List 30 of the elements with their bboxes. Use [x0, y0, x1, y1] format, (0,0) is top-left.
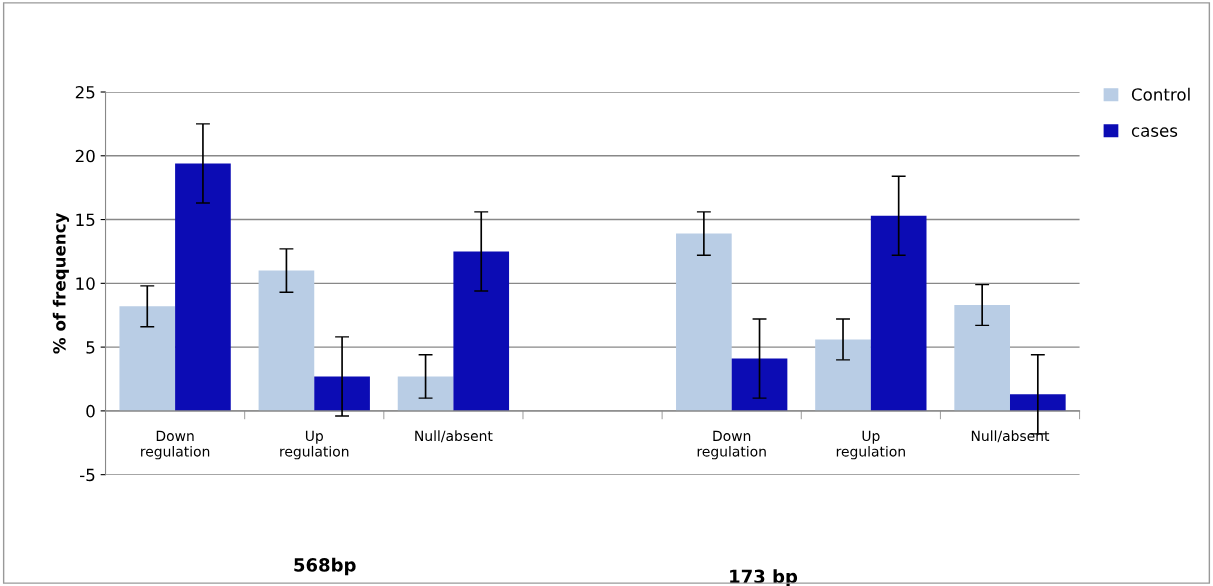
bar — [119, 306, 176, 411]
y-tick-label: 0 — [86, 404, 95, 418]
x-tick-label: Up regulation — [280, 430, 349, 460]
legend-label: Control — [1131, 87, 1190, 101]
y-tick-label: 25 — [75, 85, 95, 99]
bar — [314, 376, 370, 411]
bar — [731, 358, 788, 411]
y-axis-title: % of frequency — [52, 212, 70, 354]
text: 568bp — [294, 557, 356, 576]
bar — [676, 233, 732, 411]
y-tick-label: -5 — [80, 468, 95, 482]
bar — [815, 339, 871, 411]
bar — [397, 376, 454, 411]
x-tick-label: Up regulation — [836, 430, 905, 460]
x-tick-label: Null/absent — [415, 430, 493, 443]
y-tick-label: 5 — [86, 341, 95, 354]
text: 173 bp — [730, 569, 798, 586]
legend-label: cases — [1131, 127, 1178, 137]
x-tick-label: Null/absent — [971, 430, 1050, 443]
y-tick-label: 20 — [75, 149, 95, 163]
y-tick-label: 10 — [76, 277, 95, 290]
bar — [453, 251, 510, 411]
bar — [175, 163, 231, 411]
y-tick-label: 15 — [76, 213, 95, 227]
bar — [954, 305, 1010, 411]
bar — [258, 270, 315, 411]
x-tick-label: Down regulation — [141, 430, 210, 460]
bar — [1010, 394, 1066, 411]
x-tick-label: Down regulation — [697, 430, 766, 460]
bar — [870, 215, 927, 411]
